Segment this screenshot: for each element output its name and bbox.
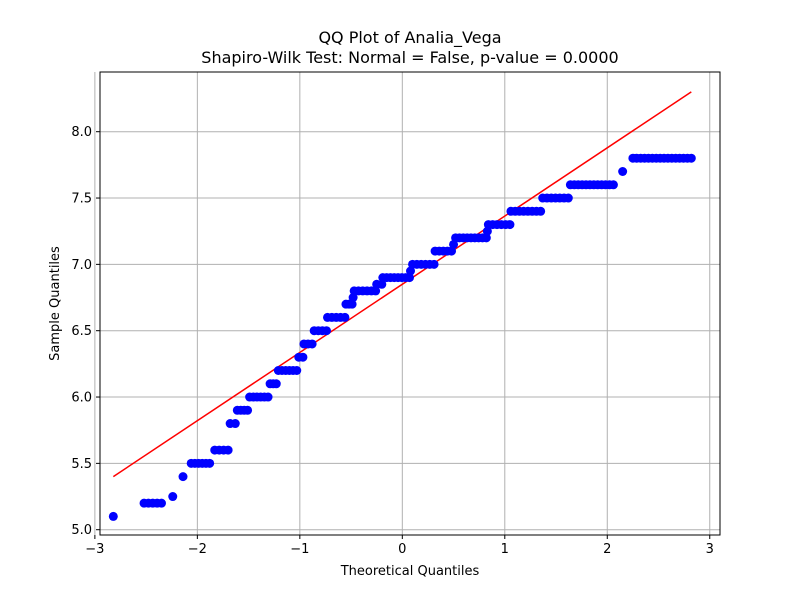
data-point <box>321 326 331 336</box>
data-point <box>340 312 350 322</box>
x-tick-label: 3 <box>706 542 714 557</box>
data-point <box>108 511 118 521</box>
x-axis-label: Theoretical Quantiles <box>340 564 480 579</box>
data-point <box>168 492 178 502</box>
y-tick-label: 7.0 <box>71 258 92 273</box>
y-tick-label: 6.0 <box>71 391 92 406</box>
data-points <box>108 153 696 521</box>
x-tick-label: 1 <box>501 542 509 557</box>
y-tick-label: 8.0 <box>71 125 92 140</box>
data-point <box>482 226 492 236</box>
plot-frame <box>99 71 721 536</box>
x-tick-label: −3 <box>85 542 104 557</box>
x-tick-label: 0 <box>398 542 406 557</box>
data-point <box>348 293 358 303</box>
data-point <box>271 379 281 389</box>
data-point <box>618 166 628 176</box>
y-tick-label: 7.5 <box>71 192 92 207</box>
grid <box>94 72 720 535</box>
x-axis-ticks: −3 −2 −1 0 1 2 3 <box>85 535 714 557</box>
data-point <box>156 498 166 508</box>
x-tick-label: 2 <box>603 542 611 557</box>
data-point <box>608 180 618 190</box>
data-point <box>223 445 233 455</box>
data-point <box>307 339 317 349</box>
x-tick-label: −2 <box>188 542 207 557</box>
data-point <box>505 220 515 230</box>
data-point <box>178 472 188 482</box>
data-point <box>371 286 381 296</box>
chart-title: QQ Plot of Analia_Vega <box>318 28 501 48</box>
data-point <box>377 279 387 289</box>
data-point <box>563 193 573 203</box>
y-tick-label: 5.5 <box>71 457 92 472</box>
data-point <box>292 365 302 375</box>
data-point <box>298 352 308 362</box>
y-axis-ticks: 5.0 5.5 6.0 6.5 7.0 7.5 8.0 <box>71 125 100 538</box>
data-point <box>230 419 240 429</box>
data-point <box>205 458 215 468</box>
data-point <box>404 273 414 283</box>
y-tick-label: 6.5 <box>71 324 92 339</box>
data-point <box>429 259 439 269</box>
data-point <box>686 153 696 163</box>
y-tick-label: 5.0 <box>71 523 92 538</box>
chart-subtitle: Shapiro-Wilk Test: Normal = False, p-val… <box>201 48 618 67</box>
reference-line-layer <box>112 91 692 478</box>
y-axis-label: Sample Quantiles <box>48 246 63 361</box>
data-point <box>481 233 491 243</box>
data-point <box>243 405 253 415</box>
data-point <box>263 392 273 402</box>
data-point <box>536 206 546 216</box>
reference-line <box>112 91 692 478</box>
data-point <box>347 299 357 309</box>
x-tick-label: −1 <box>290 542 309 557</box>
